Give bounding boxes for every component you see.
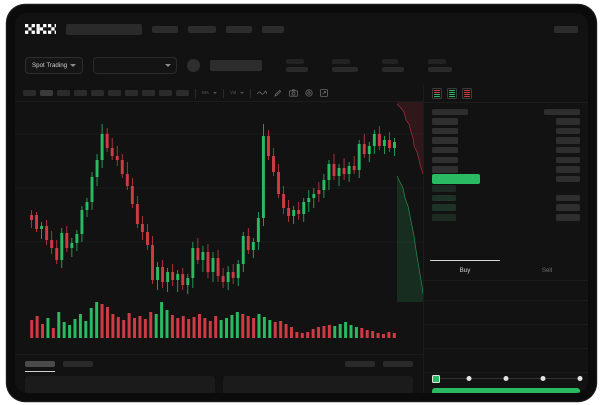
global-search-input[interactable] (66, 23, 142, 35)
trading-pair-select[interactable] (93, 56, 178, 74)
nav-link-markets[interactable] (188, 25, 216, 33)
app-screen: Spot Trading (15, 13, 588, 393)
orders-panel-cards (15, 367, 423, 393)
tf-5m[interactable] (40, 90, 53, 96)
total-field[interactable] (424, 349, 588, 373)
orderbook-bid-row[interactable] (432, 184, 580, 194)
fullscreen-icon[interactable] (320, 89, 329, 97)
slider-stop-50[interactable] (503, 376, 509, 382)
bottom-action-1[interactable] (345, 361, 375, 367)
orderbook-ask-row[interactable] (432, 117, 580, 127)
tab-order-history[interactable] (63, 361, 93, 367)
market-type-dropdown[interactable]: Spot Trading (25, 56, 84, 74)
stat-24h-low (382, 58, 405, 72)
place-buy-order-button[interactable] (432, 388, 580, 393)
okx-logo-icon[interactable] (25, 24, 56, 34)
order-form (424, 281, 588, 373)
slider-stop-75[interactable] (540, 376, 546, 382)
orders-panel-tabs (15, 355, 423, 372)
bottom-card-right[interactable] (223, 376, 413, 393)
top-navigation-bar (15, 13, 588, 45)
orderbook-bid-row[interactable] (432, 193, 580, 203)
nav-link-account[interactable] (554, 25, 578, 33)
slider-handle[interactable] (432, 375, 440, 383)
orderbook-bids-icon[interactable] (447, 88, 457, 99)
tf-1w[interactable] (142, 90, 155, 96)
trade-sidebar: Buy Sell (424, 85, 588, 393)
tf-1d[interactable] (125, 90, 138, 96)
orderbook-header-row (432, 107, 580, 117)
tf-4h[interactable] (108, 90, 121, 96)
tab-sell[interactable]: Sell (541, 267, 553, 274)
stat-24h-change (286, 58, 309, 72)
amount-field[interactable] (424, 325, 588, 349)
orderbook-ask-row[interactable] (432, 165, 580, 175)
candlestick-chart[interactable] (15, 102, 423, 302)
orderbook-bid-row[interactable] (432, 213, 580, 223)
camera-icon[interactable] (289, 89, 299, 97)
volume-histogram (15, 302, 423, 354)
pencil-icon[interactable] (274, 89, 282, 97)
orderbook-asks-icon[interactable] (462, 88, 472, 99)
bottom-action-2[interactable] (383, 361, 413, 367)
tf-1mo[interactable] (159, 90, 172, 96)
nav-link-more[interactable] (262, 25, 284, 33)
orders-panel-actions (345, 361, 413, 367)
chevron-down-icon (70, 63, 77, 67)
order-type-field[interactable] (424, 281, 588, 301)
stat-24h-high (332, 58, 359, 72)
column-divider (423, 85, 424, 393)
toolbar-divider (250, 88, 252, 98)
orderbook-ask-row[interactable] (432, 145, 580, 155)
nav-link-trade[interactable] (152, 25, 178, 33)
tf-1m[interactable] (23, 90, 36, 96)
coin-avatar (187, 58, 201, 72)
line-chart-icon[interactable] (257, 89, 268, 97)
orderbook-toolbar (424, 85, 588, 103)
market-type-label: Spot Trading (32, 61, 68, 69)
tab-open-orders[interactable] (25, 361, 55, 372)
settings-icon[interactable] (305, 89, 313, 97)
nav-link-earn[interactable] (226, 25, 252, 33)
buy-sell-tabs: Buy Sell (424, 259, 588, 281)
orders-panel (15, 354, 423, 393)
slider-stop-100[interactable] (577, 376, 583, 382)
market-subheader: Spot Trading (15, 45, 588, 85)
orderbook-both-icon[interactable] (432, 88, 442, 99)
orderbook-bid-row[interactable] (432, 203, 580, 213)
amount-percent-slider[interactable] (432, 374, 583, 384)
tf-1h[interactable] (91, 90, 104, 96)
toolbar-divider (195, 88, 196, 98)
toolbar-divider (222, 88, 224, 98)
orderbook[interactable] (424, 103, 588, 222)
chevron-down-icon[interactable] (240, 92, 245, 94)
tab-buy[interactable]: Buy (424, 259, 506, 280)
tf-more[interactable] (176, 90, 189, 96)
price-field[interactable] (424, 301, 588, 325)
orderbook-ask-row[interactable] (432, 126, 580, 136)
chevron-down-icon[interactable] (212, 92, 217, 94)
indicator-vol-label[interactable]: Vol (229, 89, 237, 95)
orderbook-last-price (432, 173, 580, 184)
slider-stop-25[interactable] (466, 376, 472, 382)
stat-24h-volume (428, 58, 453, 72)
tf-30m[interactable] (74, 90, 87, 96)
bottom-card-left[interactable] (25, 376, 215, 393)
last-price-display (210, 59, 263, 71)
device-frame: Spot Trading (7, 5, 596, 401)
tf-15m[interactable] (57, 90, 70, 96)
indicator-ma-label[interactable]: MA (202, 89, 209, 95)
chart-toolbar: MA Vol (15, 85, 423, 102)
orderbook-ask-row[interactable] (432, 136, 580, 146)
chevron-down-icon (165, 63, 172, 67)
orderbook-ask-row[interactable] (432, 155, 580, 165)
